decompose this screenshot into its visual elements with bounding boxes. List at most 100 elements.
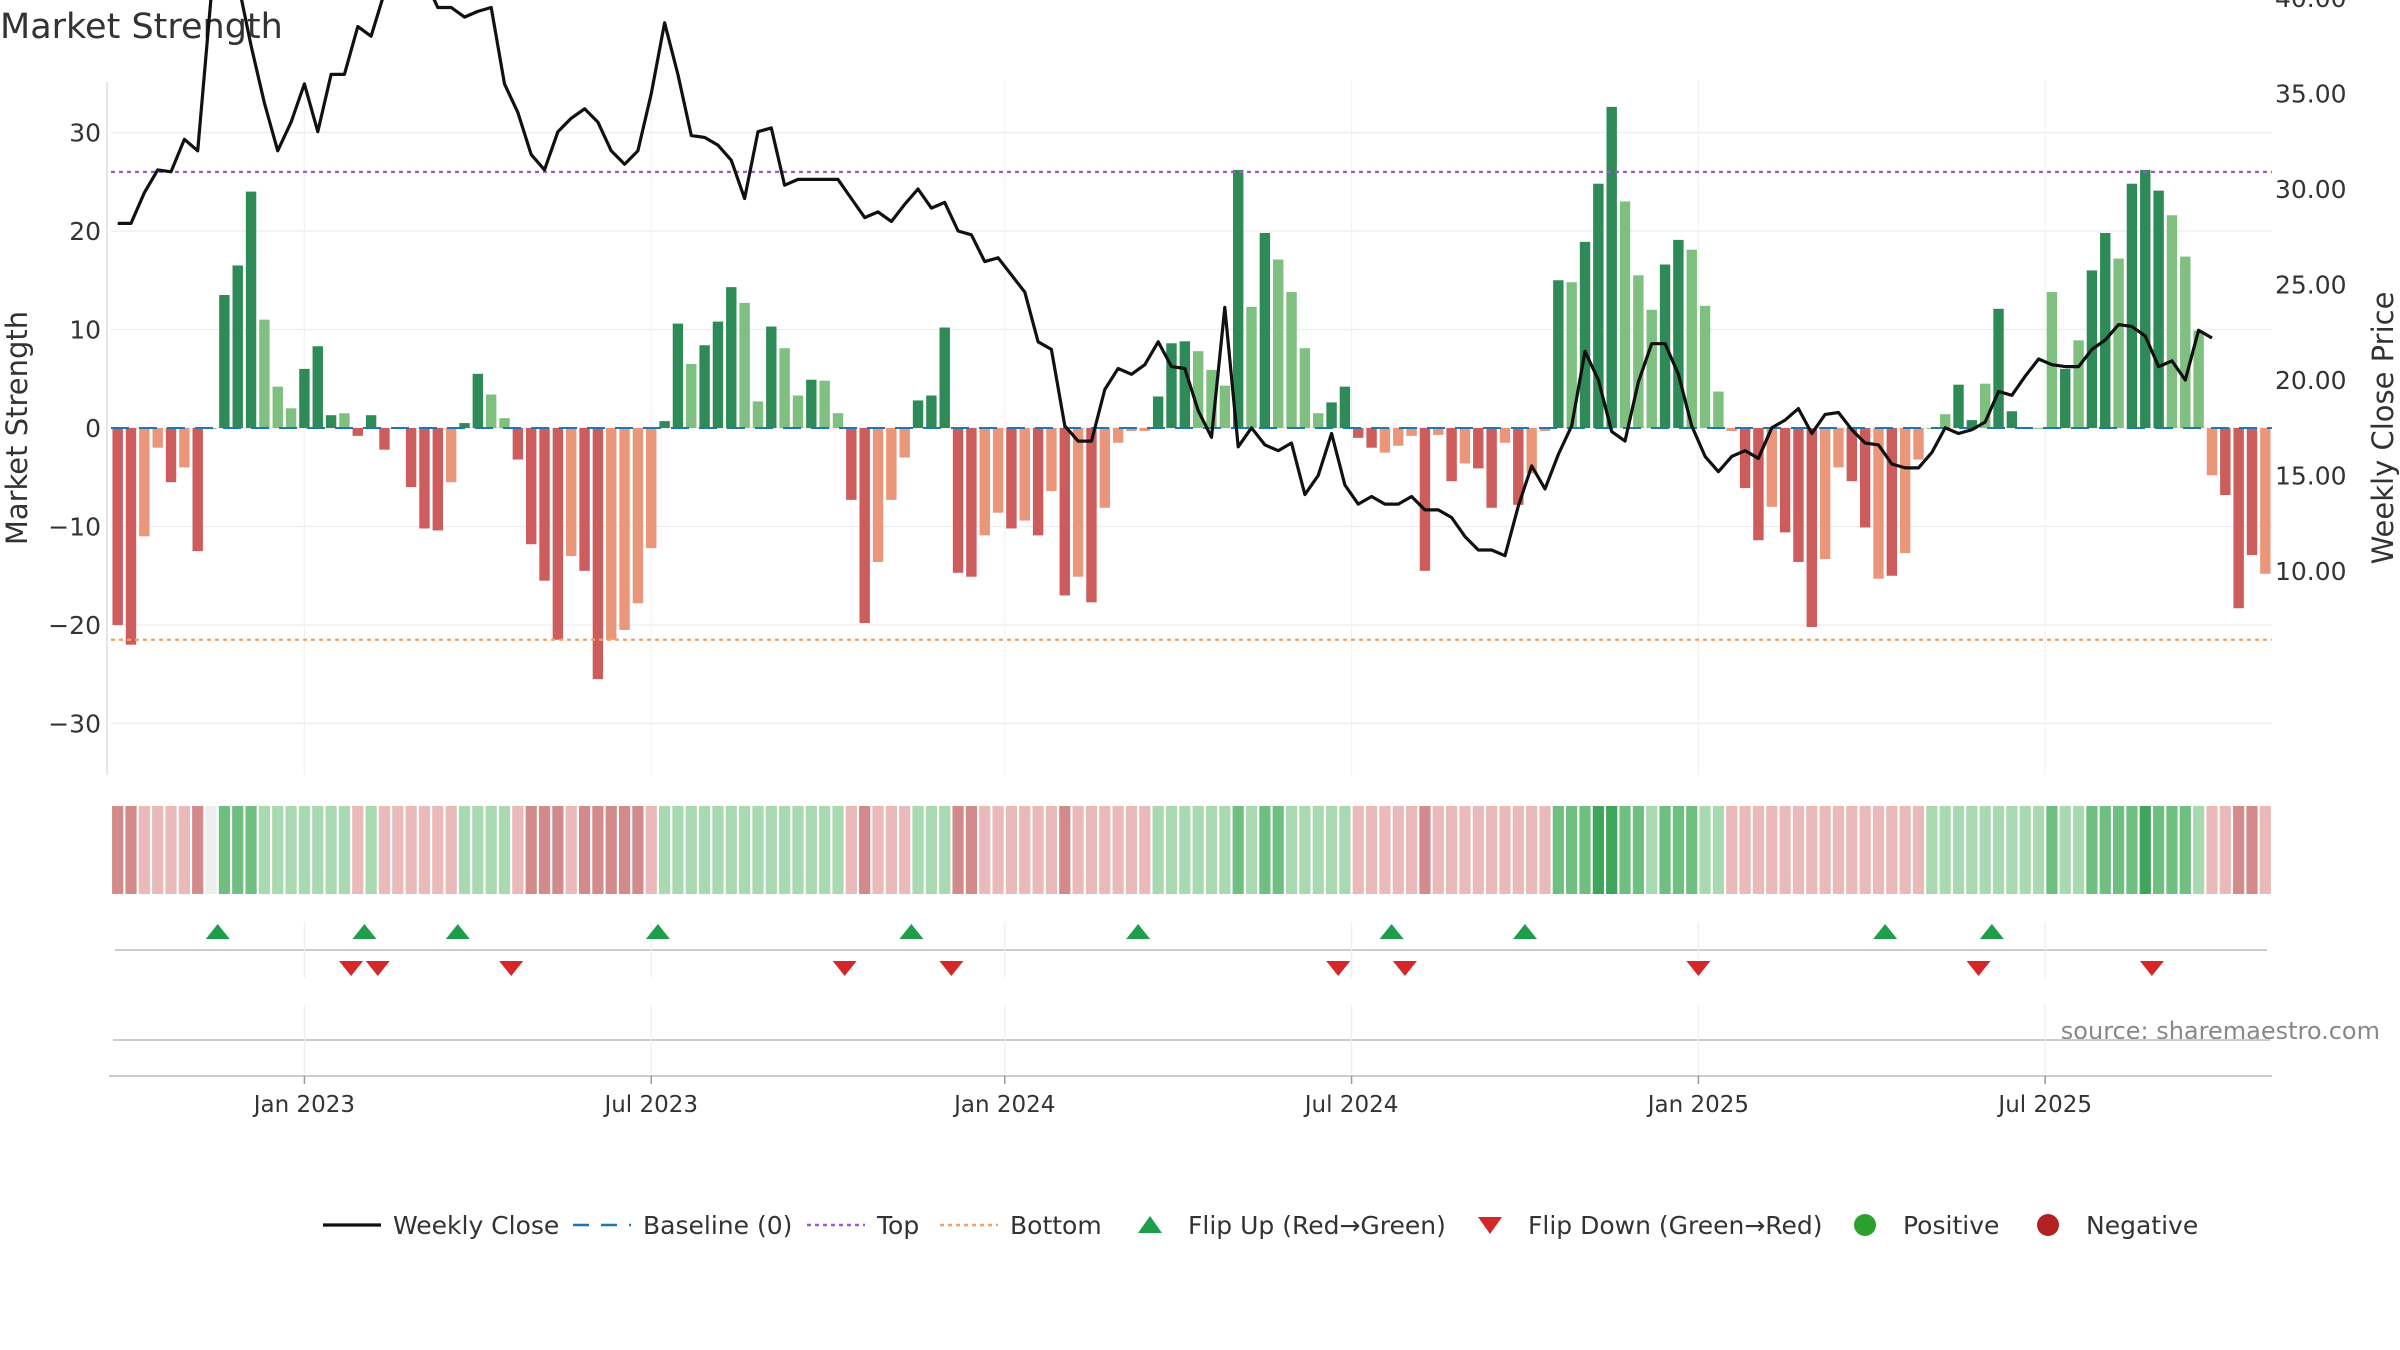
heatmap-cell <box>485 806 497 894</box>
heatmap-cell <box>819 806 831 894</box>
heatmap-cell <box>1192 806 1204 894</box>
heatmap-cell <box>1726 806 1738 894</box>
flip-up-marker <box>445 924 470 939</box>
heatmap-cell <box>538 806 551 894</box>
heatmap-cell <box>1165 806 1178 894</box>
strength-bar <box>2153 190 2164 428</box>
heatmap-cell <box>672 806 684 894</box>
strength-bar <box>445 428 457 483</box>
strength-bar <box>1099 428 1110 508</box>
heatmap-cell <box>2126 806 2138 894</box>
strength-bar <box>1473 428 1484 469</box>
heatmap-cell <box>1379 806 1391 894</box>
heatmap-cell <box>2166 806 2178 894</box>
heatmap-cell <box>2179 806 2191 894</box>
heatmap-cell <box>618 806 631 894</box>
heatmap-cell <box>979 806 991 894</box>
heatmap-cell <box>2046 806 2058 894</box>
legend-label: Weekly Close <box>393 1211 559 1240</box>
strength-bar <box>1953 384 1964 428</box>
strength-bar <box>1286 292 1297 428</box>
heatmap-cell <box>445 806 457 894</box>
strength-bar <box>1232 169 1244 428</box>
heatmap-cell <box>152 806 164 894</box>
heatmap-cell <box>1045 806 1058 894</box>
heatmap-cell <box>1539 806 1551 894</box>
heatmap-cell <box>1739 806 1751 894</box>
heatmap-cell <box>699 806 711 894</box>
strength-bar <box>819 380 830 428</box>
strength-bar <box>579 428 590 571</box>
legend-flip-down-swatch <box>1478 1217 1502 1234</box>
flip-down-marker <box>832 961 857 976</box>
strength-bar <box>1579 241 1591 428</box>
heatmap-cell <box>1405 806 1418 894</box>
strength-bar <box>2113 258 2124 428</box>
flip-markers <box>113 922 2270 1076</box>
strength-bar <box>1779 428 1791 533</box>
heatmap-cell <box>352 806 364 894</box>
legend-flip-up-swatch <box>1138 1216 1162 1233</box>
heatmap-cell <box>1446 806 1458 894</box>
y-left-tick-label: 20 <box>69 217 101 246</box>
heatmap-cell <box>2112 806 2125 894</box>
strength-bar <box>1753 428 1764 541</box>
strength-bar <box>1032 428 1044 536</box>
strength-bar <box>646 428 657 549</box>
heatmap-cell <box>872 806 884 894</box>
strength-bar <box>1179 341 1191 428</box>
flip-down-marker <box>365 961 390 976</box>
strength-bar <box>2033 428 2044 429</box>
strength-bar <box>499 418 510 428</box>
y-axis-left-label: Market Strength <box>0 311 34 545</box>
strength-bar <box>1686 249 1697 428</box>
strength-bars <box>112 106 2271 680</box>
strength-bar <box>912 400 924 428</box>
strength-bar <box>432 428 444 531</box>
strength-bar <box>1979 383 1991 428</box>
strength-bar <box>1526 428 1537 474</box>
strength-bar <box>566 428 577 557</box>
strength-bar <box>1219 385 1231 428</box>
strength-bar <box>1513 428 1524 505</box>
heatmap-cell <box>1832 806 1845 894</box>
heatmap-cell <box>645 806 657 894</box>
y-left-tick-label: −20 <box>48 611 101 640</box>
strength-bar <box>606 428 617 640</box>
strength-bar <box>1353 428 1364 438</box>
strength-bar <box>312 346 323 428</box>
flip-up-marker <box>205 924 230 939</box>
legend-label: Flip Up (Red→Green) <box>1188 1211 1446 1240</box>
heatmap-cell <box>472 806 484 894</box>
flip-down-marker <box>1326 961 1351 976</box>
heatmap-cell <box>1019 806 1031 894</box>
strength-bar <box>619 428 630 630</box>
strength-bar <box>2166 215 2178 428</box>
strength-bar <box>1139 428 1151 431</box>
strength-bar <box>1593 183 1604 428</box>
heatmap-cell <box>432 806 444 894</box>
heatmap-cell <box>1846 806 1858 894</box>
strength-bar <box>419 428 430 529</box>
strength-bar <box>379 428 390 450</box>
strength-bar <box>979 428 990 536</box>
strength-bar <box>1673 239 1684 428</box>
heatmap-cell <box>125 806 137 894</box>
heatmap-cell <box>1966 806 1978 894</box>
heatmap-cell <box>605 806 617 894</box>
strength-bar <box>1859 428 1871 528</box>
heatmap-cell <box>2059 806 2071 894</box>
strength-bar <box>405 428 417 488</box>
y-left-tick-label: −30 <box>48 710 101 739</box>
heatmap-cell <box>1259 806 1271 894</box>
heatmap-cell <box>1179 806 1191 894</box>
y-right-tick-label: 15.00 <box>2275 462 2347 491</box>
heatmap-cell <box>1606 806 1618 894</box>
heatmap-cell <box>1592 806 1604 894</box>
flip-up-marker <box>1979 924 2004 939</box>
heatmap-cell <box>1125 806 1138 894</box>
flip-up-marker <box>1873 924 1898 939</box>
heatmap-cell <box>498 806 511 894</box>
heatmap-cell <box>1646 806 1658 894</box>
strength-bar <box>1899 428 1911 554</box>
